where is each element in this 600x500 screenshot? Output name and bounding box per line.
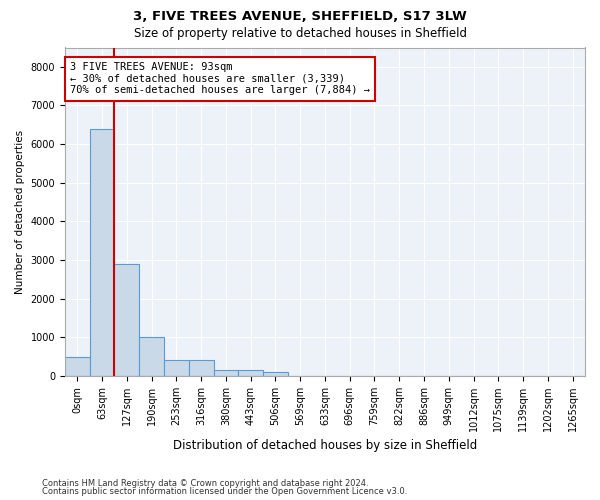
- Text: 3, FIVE TREES AVENUE, SHEFFIELD, S17 3LW: 3, FIVE TREES AVENUE, SHEFFIELD, S17 3LW: [133, 10, 467, 23]
- Bar: [65, 356, 89, 376]
- Bar: [139, 338, 164, 376]
- Text: Size of property relative to detached houses in Sheffield: Size of property relative to detached ho…: [133, 28, 467, 40]
- Bar: [164, 360, 189, 376]
- Bar: [189, 360, 214, 376]
- Y-axis label: Number of detached properties: Number of detached properties: [15, 130, 25, 294]
- Bar: [238, 370, 263, 376]
- Bar: [115, 264, 139, 376]
- X-axis label: Distribution of detached houses by size in Sheffield: Distribution of detached houses by size …: [173, 440, 477, 452]
- Text: Contains public sector information licensed under the Open Government Licence v3: Contains public sector information licen…: [42, 487, 407, 496]
- Bar: [214, 370, 238, 376]
- Text: Contains HM Land Registry data © Crown copyright and database right 2024.: Contains HM Land Registry data © Crown c…: [42, 478, 368, 488]
- Bar: [89, 128, 115, 376]
- Bar: [263, 372, 288, 376]
- Text: 3 FIVE TREES AVENUE: 93sqm
← 30% of detached houses are smaller (3,339)
70% of s: 3 FIVE TREES AVENUE: 93sqm ← 30% of deta…: [70, 62, 370, 96]
